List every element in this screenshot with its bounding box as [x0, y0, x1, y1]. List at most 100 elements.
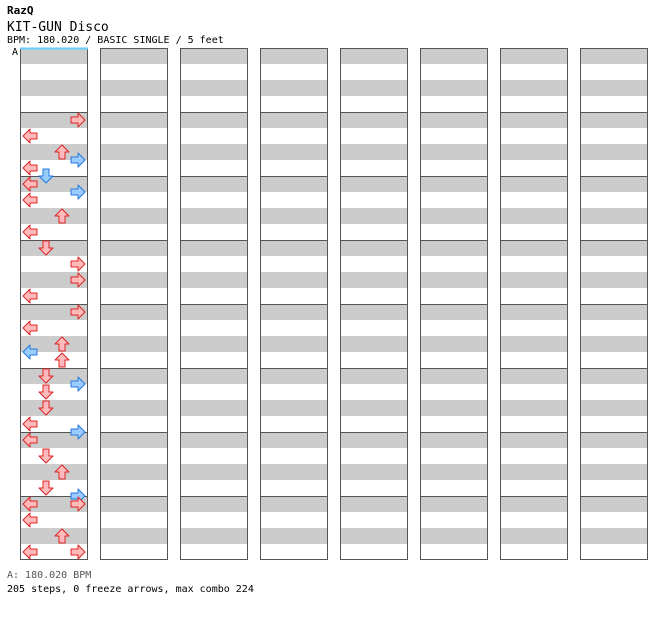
arrow-left-icon [22, 224, 38, 240]
beat-stripe [260, 496, 328, 512]
beat-stripe [500, 432, 568, 448]
beat-stripe [100, 464, 168, 480]
beat-stripe [260, 208, 328, 224]
beat-stripe [340, 528, 408, 544]
arrow-left-icon [22, 288, 38, 304]
beat-stripe [420, 80, 488, 96]
beat-stripe [580, 496, 648, 512]
beat-stripe [100, 240, 168, 256]
beat-stripe [180, 400, 248, 416]
beat-stripe [340, 304, 408, 320]
beat-stripe [20, 240, 88, 256]
beat-stripe [500, 464, 568, 480]
beat-stripe [580, 48, 648, 64]
beat-stripe [580, 304, 648, 320]
beat-stripe [420, 112, 488, 128]
beat-stripe [340, 432, 408, 448]
beat-stripe [580, 336, 648, 352]
arrow-right-icon [70, 112, 86, 128]
arrow-up-icon [54, 208, 70, 224]
beat-stripe [20, 272, 88, 288]
beat-stripe [260, 304, 328, 320]
arrow-up-icon [54, 144, 70, 160]
arrow-right-icon [70, 544, 86, 560]
artist-name: RazQ [7, 4, 34, 17]
beat-stripe [580, 208, 648, 224]
beat-stripe [500, 304, 568, 320]
beat-stripe [260, 112, 328, 128]
beat-stripe [20, 496, 88, 512]
beat-stripe [180, 272, 248, 288]
beat-stripe [20, 80, 88, 96]
beat-stripe [100, 400, 168, 416]
beat-stripe [420, 432, 488, 448]
beat-stripe [20, 208, 88, 224]
beat-stripe [340, 496, 408, 512]
arrow-down-icon [38, 448, 54, 464]
beat-stripe [500, 368, 568, 384]
chart-info: BPM: 180.020 / BASIC SINGLE / 5 feet [7, 35, 224, 46]
beat-stripe [580, 464, 648, 480]
song-title: KIT-GUN Disco [7, 20, 109, 35]
arrow-right-icon [70, 256, 86, 272]
beat-stripe [260, 240, 328, 256]
beat-stripe [180, 496, 248, 512]
beat-stripe [20, 112, 88, 128]
beat-stripe [340, 272, 408, 288]
beat-stripe [100, 80, 168, 96]
bpm-marker-label: A [12, 47, 19, 58]
arrow-right-icon [70, 496, 86, 512]
beat-stripe [580, 528, 648, 544]
beat-stripe [500, 240, 568, 256]
arrow-left-icon [22, 160, 38, 176]
beat-stripe [100, 528, 168, 544]
beat-stripe [420, 272, 488, 288]
beat-stripe [180, 304, 248, 320]
beat-stripe [340, 48, 408, 64]
beat-stripe [20, 304, 88, 320]
arrow-up-icon [54, 528, 70, 544]
beat-stripe [100, 336, 168, 352]
beat-stripe [340, 176, 408, 192]
beat-stripe [260, 432, 328, 448]
arrow-down-icon [38, 400, 54, 416]
arrow-left-icon [22, 192, 38, 208]
beat-stripe [20, 176, 88, 192]
beat-stripe [260, 272, 328, 288]
beat-stripe [500, 144, 568, 160]
beat-stripe [260, 368, 328, 384]
arrow-left-icon [22, 344, 38, 360]
beat-stripe [20, 400, 88, 416]
arrow-left-icon [22, 128, 38, 144]
beat-stripe [580, 240, 648, 256]
beat-stripe [100, 304, 168, 320]
beat-stripe [180, 240, 248, 256]
beat-stripe [180, 528, 248, 544]
beat-stripe [20, 336, 88, 352]
step-chart [20, 47, 648, 560]
arrow-down-icon [38, 368, 54, 384]
beat-stripe [340, 368, 408, 384]
beat-stripe [420, 144, 488, 160]
beat-stripe [340, 144, 408, 160]
arrow-right-icon [70, 376, 86, 392]
beat-stripe [580, 144, 648, 160]
beat-stripe [100, 176, 168, 192]
beat-stripe [260, 528, 328, 544]
beat-stripe [500, 80, 568, 96]
beat-stripe [420, 496, 488, 512]
beat-stripe [340, 464, 408, 480]
beat-stripe [260, 176, 328, 192]
beat-stripe [260, 48, 328, 64]
beat-stripe [420, 208, 488, 224]
beat-stripe [100, 432, 168, 448]
beat-stripe [20, 432, 88, 448]
beat-stripe [500, 272, 568, 288]
beat-stripe [340, 240, 408, 256]
beat-stripe [500, 496, 568, 512]
beat-stripe [500, 336, 568, 352]
step-stats: 205 steps, 0 freeze arrows, max combo 22… [7, 584, 254, 595]
bpm-summary: A: 180.020 BPM [7, 570, 92, 581]
beat-stripe [420, 240, 488, 256]
arrow-down-icon [38, 168, 54, 184]
